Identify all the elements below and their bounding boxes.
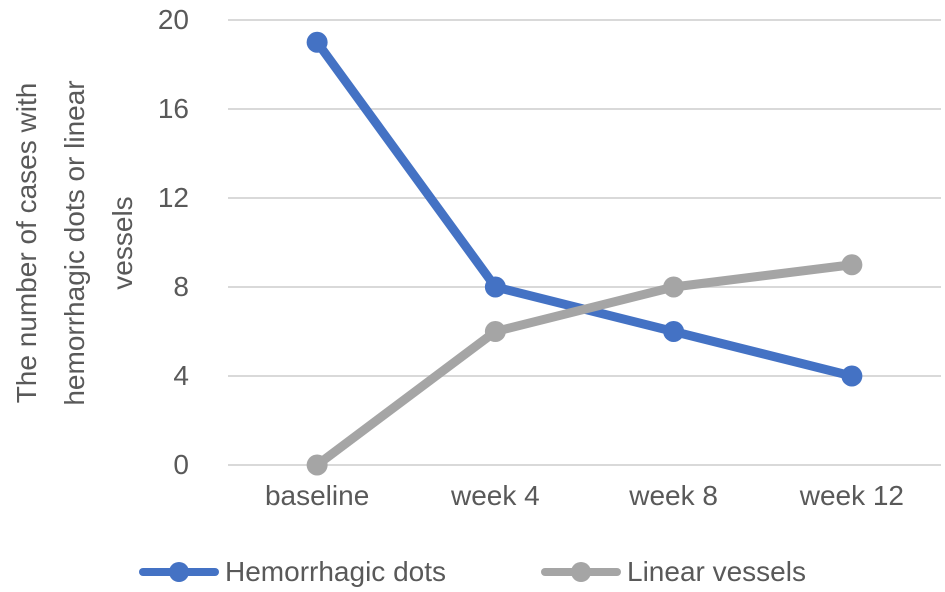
y-tick-label: 0	[173, 449, 189, 480]
series-line-hemorrhagic-dots	[312, 37, 857, 381]
legend-marker-dot	[571, 562, 591, 582]
legend-item-hemorrhagic-dots: Hemorrhagic dots	[139, 555, 446, 589]
data-point-marker-hemorrhagic-dots	[306, 31, 328, 53]
legend-label: Linear vessels	[627, 556, 806, 587]
data-point-marker-hemorrhagic-dots	[663, 321, 685, 342]
legend: Hemorrhagic dots Linear vessels	[0, 554, 945, 590]
plot-area	[228, 19, 941, 476]
legend-label: Hemorrhagic dots	[225, 556, 446, 587]
y-tick-label: 12	[157, 182, 189, 213]
data-point-marker-hemorrhagic-dots	[841, 365, 863, 387]
x-tick-label: baseline	[264, 480, 370, 511]
data-point-marker-hemorrhagic-dots	[484, 276, 506, 298]
x-tick-label: week 12	[799, 480, 905, 511]
data-point-marker-linear-vessels	[306, 454, 328, 476]
y-tick-label: 16	[157, 93, 189, 124]
x-tick-label: week 4	[451, 480, 540, 511]
y-tick-label: 20	[157, 4, 189, 35]
data-point-marker-linear-vessels	[841, 254, 863, 276]
legend-marker-dot	[169, 562, 190, 582]
series-line-linear-vessels	[312, 260, 857, 470]
x-tick-label: week 8	[629, 480, 718, 511]
legend-item-linear-vessels: Linear vessels	[541, 555, 806, 589]
legend-marker-line	[139, 562, 220, 582]
y-tick-label: 8	[173, 271, 189, 302]
data-point-marker-linear-vessels	[663, 276, 685, 298]
data-point-marker-linear-vessels	[484, 321, 506, 342]
y-tick-label: 4	[173, 360, 189, 391]
legend-marker-line	[541, 562, 621, 582]
